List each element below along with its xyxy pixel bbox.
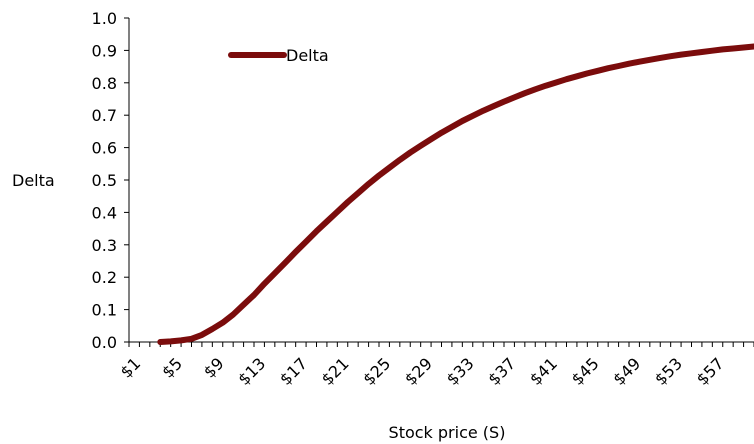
y-tick-label: 0.1 [92, 301, 117, 320]
x-tick-label: $57 [693, 354, 728, 389]
x-tick-label: $1 [116, 354, 144, 382]
x-tick-label: $9 [200, 354, 228, 382]
y-tick-label: 0.8 [92, 74, 117, 93]
legend: Delta [228, 46, 329, 65]
x-tick-label: $45 [568, 354, 603, 389]
y-tick-label: 0.7 [92, 106, 117, 125]
x-tick-label: $29 [401, 354, 436, 389]
x-tick-label: $41 [526, 354, 561, 389]
series-line-delta [157, 43, 754, 345]
x-tick-label: $13 [234, 354, 269, 389]
y-axis-title: Delta [12, 171, 55, 190]
y-tick-label: 0.6 [92, 139, 117, 158]
y-tick-label: 0.0 [92, 333, 117, 352]
y-tick-label: 0.4 [92, 203, 117, 222]
x-tick-label: $21 [318, 354, 353, 389]
x-tick-label: $33 [443, 354, 478, 389]
y-tick-label: 1.0 [92, 9, 117, 28]
x-tick-label: $5 [158, 354, 186, 382]
x-tick-label: $37 [484, 354, 519, 389]
x-tick-label: $25 [359, 354, 394, 389]
y-tick-label: 0.5 [92, 171, 117, 190]
x-tick-label: $49 [609, 354, 644, 389]
x-axis-title: Stock price (S) [389, 423, 506, 442]
y-axis: 0.0 0.1 0.2 0.3 0.4 0.5 0.6 0.7 0.8 0.9 1.0 [92, 9, 130, 352]
x-axis: $1 $5 $9 $13 $17 $21 $25 $29 $33 $37 $41 $45 $49 $53 $… [116, 341, 754, 389]
x-tick-label: $17 [276, 354, 311, 389]
y-tick-label: 0.2 [92, 268, 117, 287]
y-tick-label: 0.9 [92, 41, 117, 60]
x-tick-label: $53 [651, 354, 686, 389]
legend-label-delta: Delta [286, 46, 329, 65]
series-layer [157, 43, 754, 345]
y-tick-label: 0.3 [92, 236, 117, 255]
